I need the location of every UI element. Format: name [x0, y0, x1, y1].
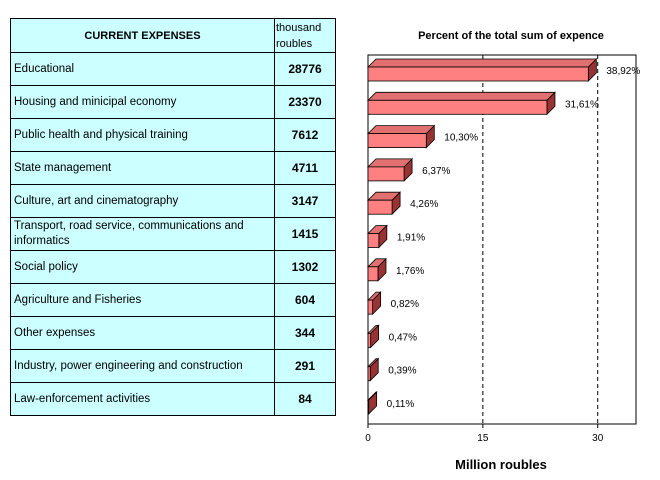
x-tick-label: 15 [477, 433, 489, 444]
expense-value-cell: 28776 [274, 52, 336, 86]
data-label: 38,92% [606, 66, 640, 77]
bar-front-face [367, 233, 380, 248]
expense-value-cell: 84 [274, 382, 336, 416]
expense-category-cell: Law-enforcement activities [10, 382, 275, 416]
table-row: Social policy 1302 [10, 250, 336, 284]
table-header-row: CURRENT EXPENSES thousand roubles [10, 18, 336, 53]
bar-front-face [367, 199, 393, 215]
data-labels: 38,92% 31,61% 10,30% 6,37% 4,26% 1,91% 1,76% 0,… [387, 66, 641, 410]
expenses-table: CURRENT EXPENSES thousand roubles Educat… [10, 18, 336, 416]
x-axis-ticks: 0 15 30 [365, 424, 604, 444]
table-body: Educational 28776 Housing and minicipal ec… [10, 52, 336, 416]
chart-title: Percent of the total sum of expence [418, 30, 604, 42]
bar [367, 191, 402, 216]
expense-category-cell: Social policy [10, 250, 275, 284]
x-tick-label: 30 [592, 433, 604, 444]
expense-value-cell: 604 [274, 283, 336, 317]
table-row: Public health and physical training 7612 [10, 118, 336, 152]
bar [367, 91, 556, 116]
expense-category-cell: Public health and physical training [10, 118, 275, 152]
bar-front-face [367, 166, 405, 182]
expense-value-cell: 23370 [274, 85, 336, 119]
table-row: Other expenses 344 [10, 316, 336, 350]
data-label: 4,26% [410, 199, 438, 210]
data-label: 31,61% [565, 99, 599, 110]
data-label: 0,39% [388, 366, 416, 377]
bar-front-face [367, 133, 427, 149]
data-label: 1,76% [396, 266, 424, 277]
bar-front-face [367, 66, 589, 82]
bar-top-face [367, 91, 556, 101]
data-label: 0,47% [389, 332, 417, 343]
plot-area [367, 54, 637, 425]
bar-front-face [367, 366, 371, 382]
bar [367, 324, 380, 349]
header-current-expenses: CURRENT EXPENSES [10, 18, 275, 53]
expense-value-cell: 291 [274, 349, 336, 383]
data-label: 10,30% [444, 133, 478, 144]
bar [367, 58, 598, 82]
bar-front-face [367, 399, 370, 415]
bar [367, 357, 380, 382]
table-row: Culture, art and cinematography 3147 [10, 184, 336, 218]
expense-category-cell: Culture, art and cinematography [10, 184, 275, 218]
bar [367, 157, 414, 182]
data-label: 0,82% [391, 299, 419, 310]
table-row: State management 4711 [10, 151, 336, 185]
expense-value-cell: 1302 [274, 250, 336, 284]
bar [367, 257, 387, 282]
data-label: 1,91% [397, 233, 425, 244]
x-tick-label: 0 [365, 433, 371, 444]
bar-top-face [367, 58, 598, 68]
bar-front-face [367, 332, 372, 348]
expense-value-cell: 3147 [274, 184, 336, 218]
expense-value-cell: 1415 [274, 217, 336, 251]
bar-front-face [367, 99, 548, 115]
bar-top-face [367, 125, 436, 135]
bar [367, 391, 378, 415]
table-row: Industry, power engineering and construc… [10, 349, 336, 383]
expense-category-cell: Housing and minicipal economy [10, 85, 275, 119]
data-label: 0,11% [387, 399, 415, 410]
expense-category-cell: Industry, power engineering and construc… [10, 349, 275, 383]
bar [367, 291, 382, 316]
x-axis-label: Million roubles [455, 457, 547, 472]
header-thousand-roubles: thousand roubles [274, 18, 336, 53]
table-row: Transport, road service, communications … [10, 217, 336, 251]
bar-front-face [367, 299, 374, 315]
bar [367, 124, 436, 149]
table-row: Law-enforcement activities 84 [10, 382, 336, 416]
data-label: 6,37% [422, 166, 450, 177]
bar [367, 224, 388, 249]
gridlines [482, 55, 599, 424]
bar-front-face [367, 266, 379, 282]
bars [367, 58, 598, 415]
bar-top-face [367, 158, 414, 168]
table-row: Housing and minicipal economy 23370 [10, 85, 336, 119]
expense-category-cell: Transport, road service, communications … [10, 217, 275, 251]
